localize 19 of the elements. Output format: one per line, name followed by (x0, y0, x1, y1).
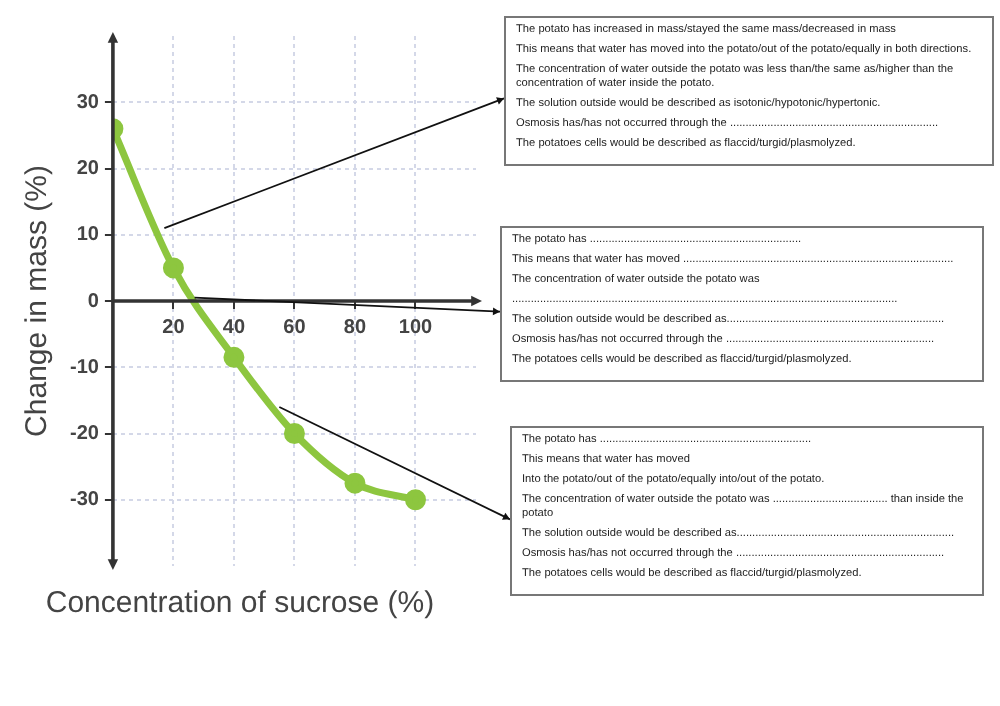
y-axis-title: Change in mass (%) (20, 165, 55, 437)
point (404, 489, 426, 511)
point (344, 472, 366, 494)
y-tick-label: 30 (76, 91, 100, 114)
x-axis-title: Concentration of sucrose (%) (43, 584, 437, 622)
y-tick-label: 10 (76, 224, 100, 247)
y-tick-label: 20 (76, 158, 100, 180)
point (223, 346, 245, 368)
y-tick-label: -30 (70, 489, 100, 512)
point (162, 257, 184, 279)
point (283, 423, 305, 444)
y-tick-label: 0 (87, 290, 100, 313)
x-tick-label: 100 (398, 316, 434, 339)
x-tick-label: 60 (283, 316, 307, 339)
x-tick-label: 40 (222, 316, 246, 339)
y-tick-label: -20 (70, 423, 100, 445)
x-tick-label: 80 (343, 316, 367, 339)
y-tick-label: -10 (70, 356, 100, 379)
x-tick-label: 20 (162, 316, 186, 339)
